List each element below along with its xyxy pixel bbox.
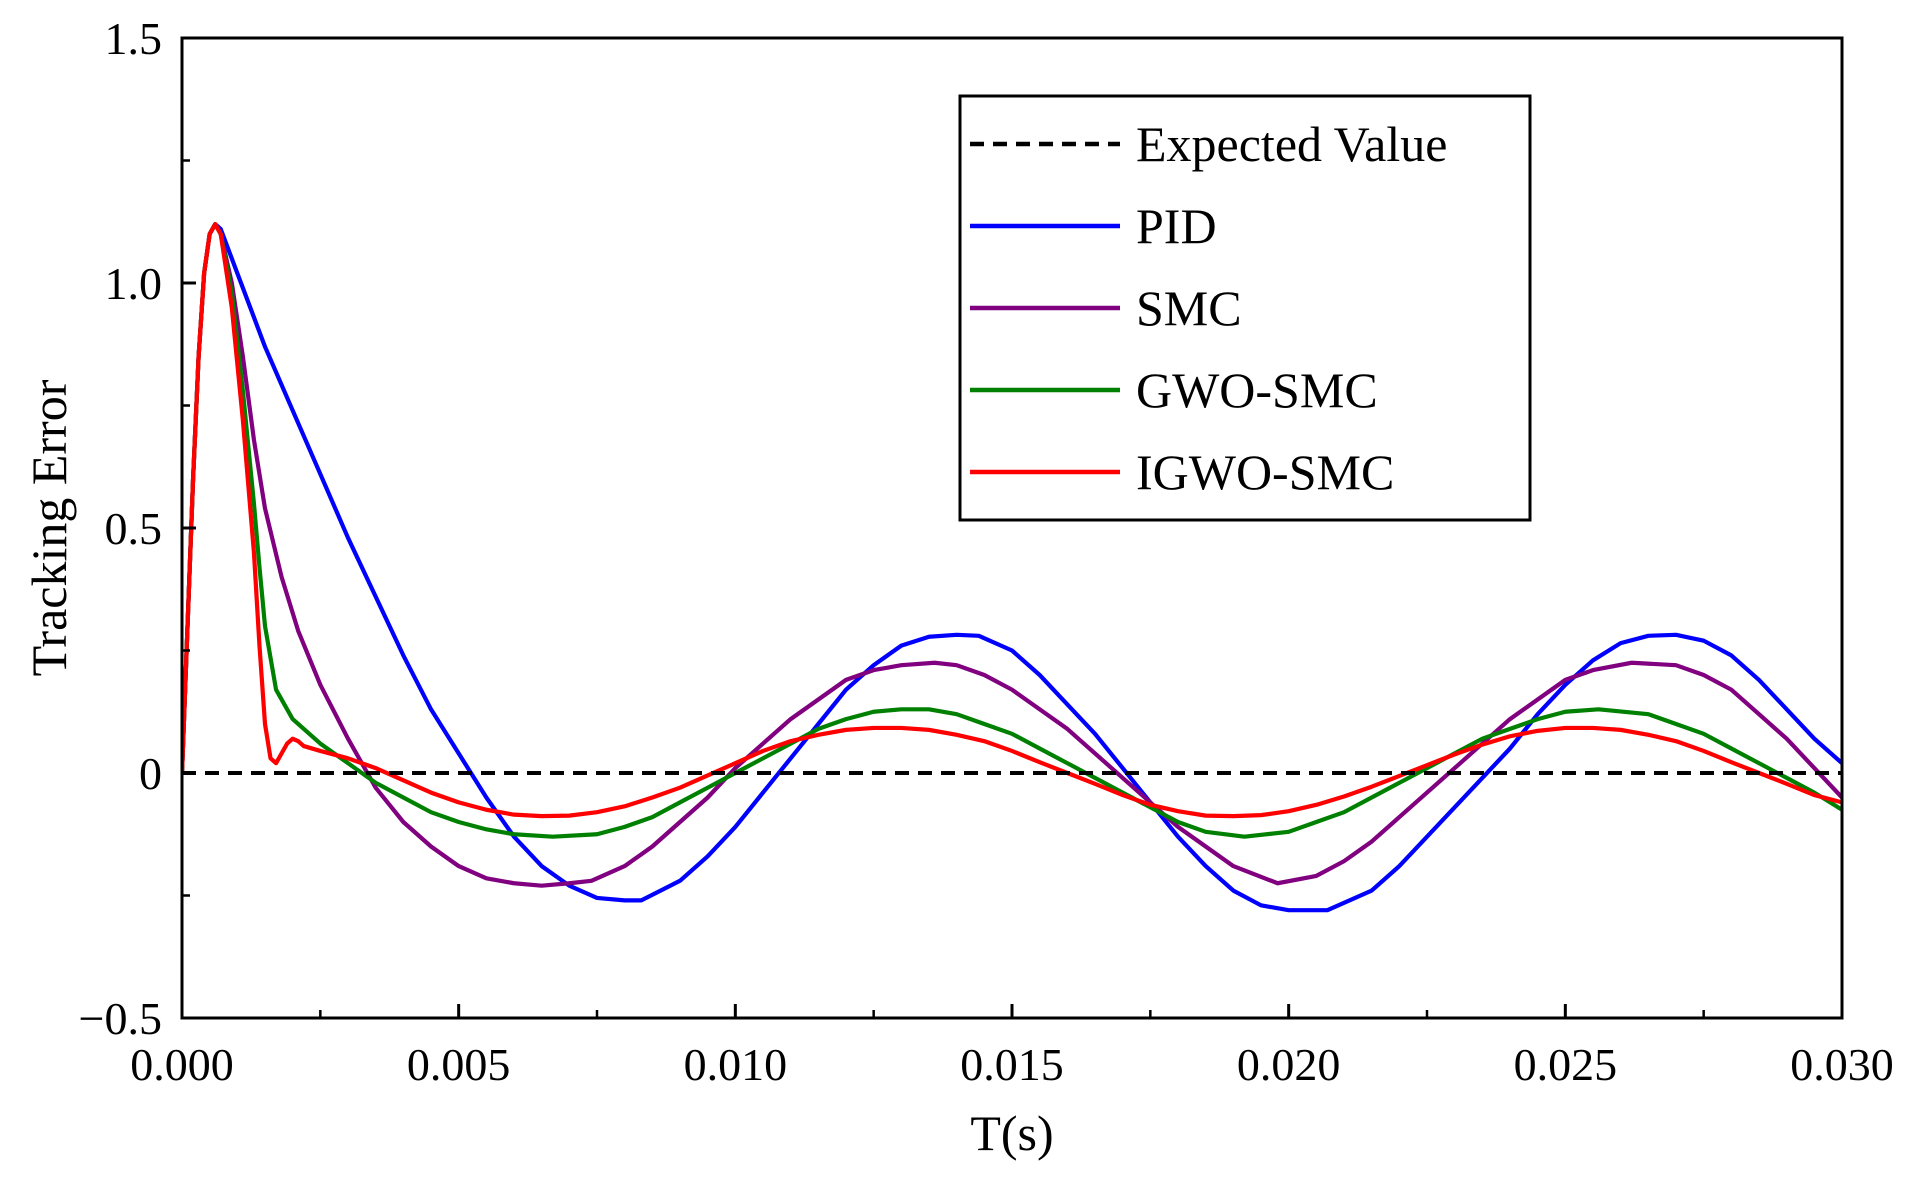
- legend-label: SMC: [1136, 280, 1242, 336]
- x-axis-title: T(s): [970, 1105, 1053, 1161]
- legend: Expected Value PID SMC GWO-SMC IGWO-SMC: [958, 94, 1532, 522]
- series-line-pid: [182, 222, 1842, 913]
- legend-label: PID: [1136, 198, 1217, 254]
- x-tick-label: 0.005: [407, 1039, 511, 1090]
- axis-ticks: [180, 36, 1844, 1020]
- legend-label: Expected Value: [1136, 116, 1447, 172]
- x-tick-label: 0.030: [1790, 1039, 1894, 1090]
- y-tick-label: 1.0: [105, 258, 163, 309]
- x-tick-label: 0.000: [130, 1039, 234, 1090]
- x-tick-label: 0.025: [1514, 1039, 1618, 1090]
- y-axis-title: Tracking Error: [21, 379, 77, 676]
- y-tick-label: 0.5: [105, 503, 163, 554]
- series-line-smc: [182, 222, 1842, 888]
- x-tick-label: 0.015: [960, 1039, 1064, 1090]
- axis-tick-labels: 0.000 0.005 0.010 0.015 0.020 0.025 0.030 −0.5 0…: [79, 13, 1894, 1090]
- legend-label: IGWO-SMC: [1136, 444, 1394, 500]
- y-tick-label: −0.5: [79, 993, 162, 1044]
- y-tick-label: 1.5: [105, 13, 163, 64]
- x-tick-label: 0.010: [684, 1039, 788, 1090]
- series-line-gwo-smc: [182, 222, 1842, 839]
- y-tick-label: 0: [139, 748, 162, 799]
- x-tick-label: 0.020: [1237, 1039, 1341, 1090]
- series-line-igwo-smc: [182, 222, 1842, 819]
- series-layer: [182, 222, 1842, 913]
- legend-label: GWO-SMC: [1136, 362, 1378, 418]
